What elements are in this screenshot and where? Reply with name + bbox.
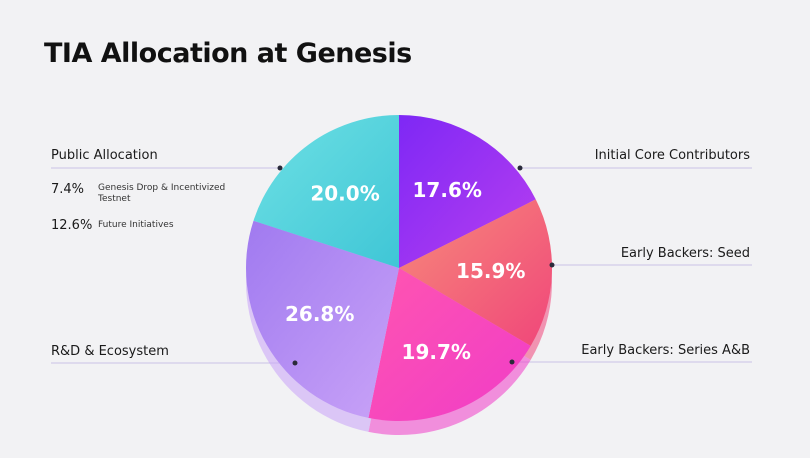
label-rd-ecosystem: R&D & Ecosystem — [51, 344, 169, 359]
slice-rd-ecosystem — [245, 220, 399, 418]
leader-dot-rd-ecosystem — [292, 360, 298, 366]
leader-dot-early-backers-series-ab — [509, 359, 515, 365]
label-public-allocation: Public Allocation — [51, 148, 158, 163]
value-label-early-backers-series-ab: 19.7% — [402, 340, 471, 364]
leader-dot-initial-core-contributors — [517, 165, 523, 171]
breakdown-label: Future Initiatives — [98, 220, 174, 230]
breakdown-genesis-drop: 7.4% Genesis Drop & Incentivized Testnet — [51, 182, 251, 212]
chart-title: TIA Allocation at Genesis — [44, 38, 412, 69]
value-label-rd-ecosystem: 26.8% — [285, 302, 354, 326]
label-initial-core-contributors: Initial Core Contributors — [594, 148, 750, 163]
slice-public-allocation — [253, 115, 399, 268]
label-early-backers-seed: Early Backers: Seed — [620, 246, 750, 261]
slice-early-backers-seed — [399, 199, 553, 346]
breakdown-value: 7.4% — [51, 182, 85, 197]
leader-dot-early-backers-seed — [549, 262, 555, 268]
breakdown-value: 12.6% — [51, 218, 93, 233]
leader-dot-public-allocation — [277, 165, 283, 171]
label-early-backers-series-ab: Early Backers: Series A&B — [581, 343, 750, 358]
value-label-early-backers-seed: 15.9% — [456, 259, 525, 283]
breakdown-label: Genesis Drop & Incentivized Testnet — [98, 183, 226, 204]
slice-initial-core-contributors — [399, 115, 536, 268]
slice-early-backers-series-ab — [368, 268, 531, 421]
value-label-public-allocation: 20.0% — [310, 182, 379, 206]
breakdown-future-initiatives: 12.6% Future Initiatives — [51, 218, 251, 238]
value-label-initial-core-contributors: 17.6% — [413, 178, 482, 202]
